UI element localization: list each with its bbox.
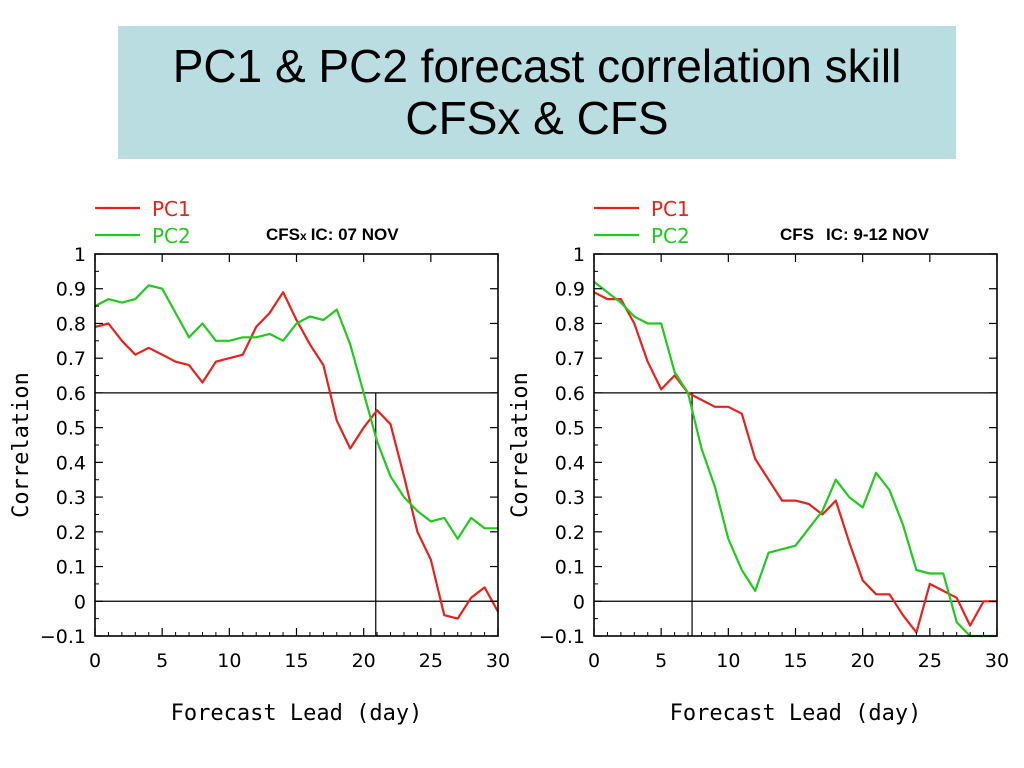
y-tick-label: 0.7 [56,348,86,370]
x-tick-label: 0 [89,650,101,672]
y-tick-label: 0.5 [56,418,86,440]
y-tick-label: 0.3 [56,487,86,509]
x-tick-label: 30 [486,650,510,672]
x-tick-label: 15 [284,650,308,672]
y-tick-label: 0.1 [56,557,86,579]
y-tick-label: 0.1 [555,557,585,579]
y-tick-label: 0.9 [56,279,86,301]
y-tick-label: 0.4 [56,452,86,474]
x-tick-label: 25 [918,650,942,672]
x-tick-label: 30 [985,650,1009,672]
y-tick-label: 0.6 [555,383,585,405]
chart-1: −0.100.10.20.30.40.50.60.70.80.910 5 10 15 2… [9,197,510,726]
x-axis-label: Forecast Lead (day) [670,701,922,726]
y-axis-label: Correlation [508,372,533,518]
y-tick-label: 0.8 [56,313,86,335]
x-tick-label: 15 [783,650,807,672]
y-tick-label: −0.1 [539,626,585,648]
series-line-pc1 [593,291,997,634]
y-tick-label: 1 [74,244,86,266]
legend-label-pc2: PC2 [152,224,191,248]
y-tick-label: 0 [573,591,585,613]
x-tick-label: 25 [419,650,443,672]
series-line-pc2 [94,284,498,540]
y-tick-label: 1 [573,244,585,266]
y-tick-label: 0.6 [56,383,86,405]
annotation-model: CFS [780,225,814,244]
x-axis-label: Forecast Lead (day) [171,701,423,726]
y-tick-label: 0 [74,591,86,613]
y-tick-label: 0.2 [555,522,585,544]
x-tick-label: 20 [352,650,376,672]
page-title: PC1 & PC2 forecast correlation skill [172,40,902,92]
chart-annotation: CFS IC: 9-12 NOV [780,225,930,244]
legend-label-pc2: PC2 [651,224,690,248]
x-tick-label: 10 [217,650,241,672]
y-tick-label: 0.5 [555,418,585,440]
series-line-pc2 [593,280,997,638]
annotation-ic: IC: 07 NOV [311,225,400,244]
annotation-model: CFS [266,225,300,244]
y-tick-label: 0.9 [555,279,585,301]
x-tick-label: 5 [156,650,168,672]
series-line-pc1 [94,291,499,620]
y-tick-label: 0.2 [56,522,86,544]
legend-label-pc1: PC1 [651,197,690,221]
legend-label-pc1: PC1 [152,197,191,221]
title-banner: PC1 & PC2 forecast correlation skill CFS… [118,26,956,159]
y-tick-label: 0.3 [555,487,585,509]
y-axis-label: Correlation [9,372,34,518]
page-subtitle: CFSx & CFS [405,92,669,144]
x-tick-label: 5 [655,650,667,672]
y-tick-label: 0.4 [555,452,585,474]
x-tick-label: 0 [588,650,600,672]
y-tick-label: 0.7 [555,348,585,370]
x-tick-label: 20 [851,650,875,672]
x-tick-label: 10 [716,650,740,672]
annotation-model-sub: x [300,229,307,243]
chart-annotation: CFSx IC: 07 NOV [266,225,399,244]
plot-frame [593,253,998,637]
y-tick-label: 0.8 [555,313,585,335]
plot-frame [94,253,499,637]
y-tick-label: −0.1 [40,626,86,648]
chart-2: −0.100.10.20.30.40.50.60.70.80.910 5 10 15 2… [508,197,1009,726]
annotation-ic: IC: 9-12 NOV [826,225,930,244]
